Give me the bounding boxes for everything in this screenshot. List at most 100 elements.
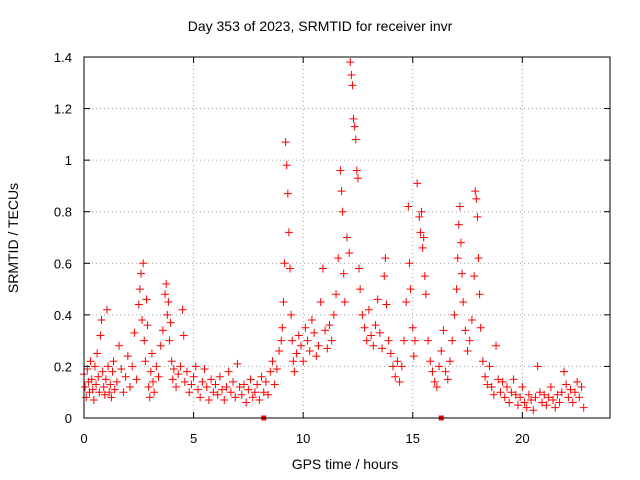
data-point bbox=[435, 362, 444, 371]
data-point bbox=[410, 336, 419, 345]
data-point bbox=[415, 212, 424, 221]
data-point bbox=[347, 71, 356, 80]
data-point bbox=[573, 377, 582, 386]
y-tick-label: 0.6 bbox=[54, 256, 72, 271]
data-point bbox=[507, 388, 516, 397]
data-point bbox=[202, 383, 211, 392]
y-tick-label: 0.8 bbox=[54, 205, 72, 220]
data-point bbox=[90, 362, 99, 371]
data-point bbox=[579, 403, 588, 412]
data-point bbox=[96, 331, 105, 340]
data-point bbox=[98, 367, 107, 376]
data-point bbox=[483, 380, 492, 389]
y-tick-label: 1 bbox=[65, 153, 72, 168]
data-point bbox=[187, 380, 196, 389]
data-point bbox=[348, 81, 357, 90]
data-point bbox=[105, 388, 114, 397]
data-point bbox=[384, 336, 393, 345]
data-point bbox=[566, 385, 575, 394]
data-point bbox=[535, 388, 544, 397]
data-point bbox=[138, 316, 147, 325]
x-tick-label: 10 bbox=[296, 431, 310, 446]
data-point bbox=[246, 375, 255, 384]
data-point bbox=[149, 377, 158, 386]
data-point bbox=[432, 383, 441, 392]
data-point bbox=[419, 233, 428, 242]
data-point bbox=[450, 310, 459, 319]
data-point bbox=[518, 383, 527, 392]
data-point bbox=[402, 297, 411, 306]
data-point bbox=[314, 341, 323, 350]
data-point bbox=[416, 228, 425, 237]
data-point bbox=[555, 398, 564, 407]
data-point bbox=[156, 341, 165, 350]
data-point bbox=[180, 377, 189, 386]
y-tick-label: 0.4 bbox=[54, 308, 72, 323]
data-point bbox=[81, 383, 90, 392]
data-point bbox=[152, 362, 161, 371]
data-point bbox=[381, 254, 390, 263]
data-point bbox=[162, 279, 171, 288]
data-point bbox=[364, 305, 373, 314]
data-point bbox=[362, 336, 371, 345]
data-point bbox=[452, 285, 461, 294]
data-point bbox=[533, 362, 542, 371]
data-point bbox=[500, 393, 509, 402]
data-point bbox=[257, 372, 266, 381]
data-point bbox=[103, 305, 112, 314]
data-point bbox=[520, 398, 529, 407]
data-point bbox=[375, 328, 384, 337]
data-point bbox=[198, 377, 207, 386]
data-point bbox=[485, 362, 494, 371]
data-point bbox=[259, 388, 268, 397]
data-point bbox=[292, 349, 301, 358]
data-point bbox=[467, 316, 476, 325]
data-point bbox=[301, 323, 310, 332]
data-point bbox=[489, 390, 498, 399]
axis-ticks: 0 5 10 15 20 0 0.2 0.4 0.6 0.8 1 1.2 1.4 bbox=[54, 50, 610, 446]
data-point bbox=[140, 336, 149, 345]
data-point bbox=[154, 372, 163, 381]
data-point bbox=[268, 357, 277, 366]
data-point bbox=[176, 362, 185, 371]
data-point bbox=[196, 393, 205, 402]
data-point bbox=[150, 388, 159, 397]
data-point bbox=[106, 380, 115, 389]
data-point bbox=[478, 357, 487, 366]
data-point bbox=[248, 393, 257, 402]
data-point bbox=[557, 388, 566, 397]
data-point bbox=[575, 393, 584, 402]
data-point bbox=[404, 202, 413, 211]
data-point bbox=[516, 393, 525, 402]
data-point bbox=[169, 365, 178, 374]
data-point bbox=[253, 380, 262, 389]
data-point bbox=[498, 377, 507, 386]
data-point bbox=[413, 179, 422, 188]
data-point bbox=[395, 377, 404, 386]
data-point bbox=[185, 388, 194, 397]
data-point bbox=[143, 321, 152, 330]
data-point bbox=[568, 398, 577, 407]
data-point bbox=[338, 207, 347, 216]
data-point bbox=[448, 336, 457, 345]
data-point bbox=[474, 254, 483, 263]
data-point bbox=[329, 310, 338, 319]
data-point bbox=[524, 390, 533, 399]
x-tick-label: 15 bbox=[406, 431, 420, 446]
data-point bbox=[397, 362, 406, 371]
data-point bbox=[538, 398, 547, 407]
data-point bbox=[310, 328, 319, 337]
data-point bbox=[288, 336, 297, 345]
data-point bbox=[109, 357, 118, 366]
chart-title: Day 353 of 2023, SRMTID for receiver inv… bbox=[187, 18, 453, 34]
data-point bbox=[101, 375, 110, 384]
data-point bbox=[473, 212, 482, 221]
data-point bbox=[496, 388, 505, 397]
data-point bbox=[551, 403, 560, 412]
data-point bbox=[542, 401, 551, 410]
y-tick-label: 0 bbox=[65, 411, 72, 426]
data-point bbox=[463, 346, 472, 355]
data-point bbox=[455, 202, 464, 211]
data-point bbox=[237, 390, 246, 399]
x-axis-label: GPS time / hours bbox=[291, 456, 399, 472]
